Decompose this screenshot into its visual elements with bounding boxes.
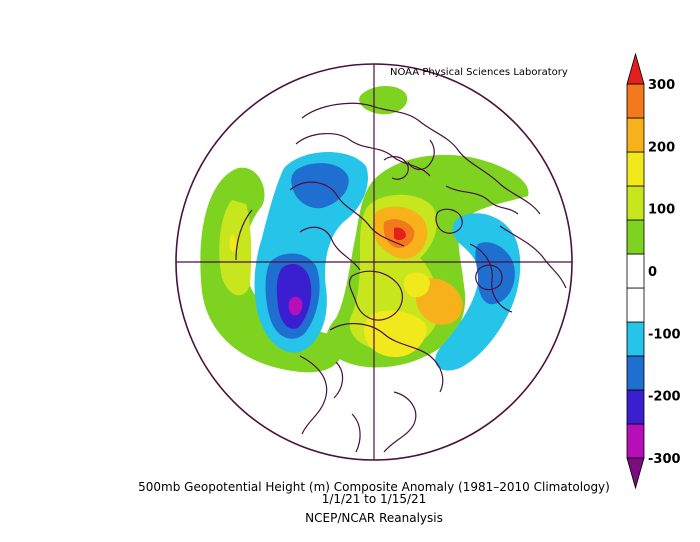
- anomaly-field: [200, 85, 529, 373]
- colorbar-top-triangle: [626, 52, 645, 85]
- positive-anomaly-atlantic: [359, 85, 408, 115]
- colorbar: 300 200 100 0 -100 -200 -300: [626, 52, 681, 490]
- colorbar-segment: [626, 117, 645, 153]
- colorbar-segment: [626, 321, 645, 357]
- negative-anomaly-scandinavia-peak: [288, 296, 303, 316]
- map-outline: [175, 63, 573, 461]
- colorbar-segment: [626, 287, 645, 323]
- colorbar-segment: [626, 219, 645, 255]
- credit-label: NOAA Physical Sciences Laboratory: [390, 67, 568, 78]
- colorbar-segment: [626, 253, 645, 289]
- positive-anomaly-arctic-center-core: [403, 272, 430, 298]
- coastlines: [235, 102, 567, 453]
- caption-dates: 1/1/21 to 1/15/21: [322, 492, 427, 506]
- caption-source: NCEP/NCAR Reanalysis: [305, 511, 443, 525]
- colorbar-segment: [626, 355, 645, 391]
- colorbar-tick-label: 300: [648, 78, 675, 93]
- negative-anomaly-scandinavia-core: [276, 264, 312, 329]
- colorbar-bottom-triangle: [626, 457, 645, 490]
- positive-anomaly-hudson-bay: [363, 310, 427, 358]
- colorbar-tick-label: 100: [648, 203, 675, 218]
- colorbar-tick-label: 200: [648, 140, 675, 155]
- colorbar-tick-label: 0: [648, 265, 657, 280]
- colorbar-segment: [626, 423, 645, 459]
- colorbar-tick-label: -300: [648, 452, 681, 467]
- colorbar-tick-label: -200: [648, 390, 681, 405]
- caption-title: 500mb Geopotential Height (m) Composite …: [138, 480, 610, 494]
- colorbar-segment: [626, 151, 645, 187]
- negative-anomaly-europe-core: [291, 163, 349, 209]
- colorbar-segment: [626, 389, 645, 425]
- colorbar-segment: [626, 83, 645, 119]
- colorbar-tick-label: -100: [648, 327, 681, 342]
- positive-anomaly-pacific-peak: [229, 234, 237, 252]
- colorbar-segment: [626, 185, 645, 221]
- positive-anomaly-siberia-max: [394, 227, 406, 241]
